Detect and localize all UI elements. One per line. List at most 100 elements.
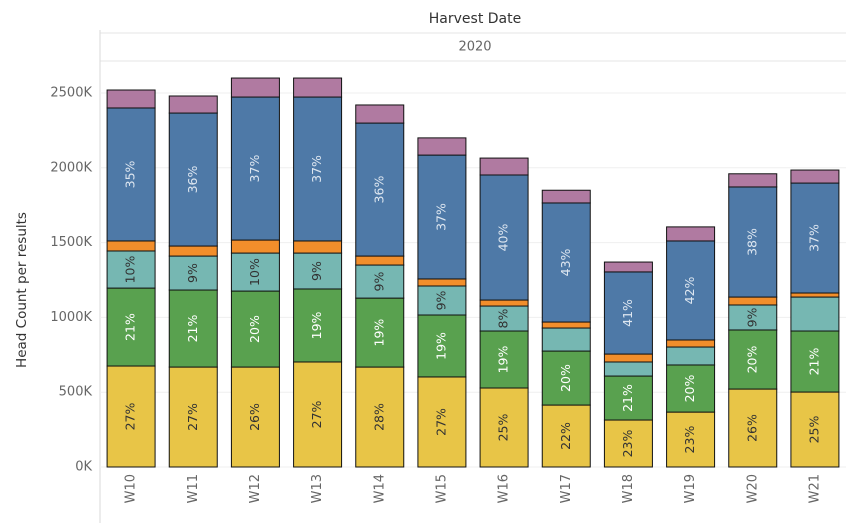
bar-segment (293, 361, 343, 468)
segment-label: 20% (247, 315, 262, 343)
bar-segment (355, 255, 405, 266)
segment-label: 23% (620, 430, 635, 458)
bar-segment (666, 226, 716, 242)
bar-segment (230, 96, 280, 241)
segment-label: 25% (496, 413, 511, 441)
segment-label: 37% (247, 155, 262, 183)
bar-segment (106, 107, 156, 242)
x-tick-label: W19 (683, 474, 698, 503)
bar-segment (293, 252, 343, 290)
segment-label: 43% (558, 248, 573, 276)
bar-segment (355, 122, 405, 257)
x-tick-label: W12 (248, 474, 263, 503)
y-tick-label: 0K (75, 460, 92, 475)
y-tick-label: 2500K (50, 86, 92, 101)
bar-segment (168, 289, 218, 368)
bar-segment (479, 387, 529, 468)
bar-segment (666, 240, 716, 341)
bar-segment (479, 157, 529, 176)
bar-segment (479, 305, 529, 332)
segment-label: 19% (433, 332, 448, 360)
segment-label: 37% (433, 203, 448, 231)
x-tick-label: W16 (497, 474, 512, 503)
segment-label: 38% (744, 228, 759, 256)
segment-label: 37% (309, 155, 324, 183)
y-tick-label: 1500K (50, 235, 92, 250)
segment-label: 10% (123, 256, 138, 284)
bar-segment (106, 240, 156, 252)
bar-segment (790, 169, 840, 184)
bar-segment (293, 96, 343, 242)
bar-segment (666, 411, 716, 468)
segment-label: 23% (682, 426, 697, 454)
y-tick-label: 1000K (50, 310, 92, 325)
segment-label: 42% (682, 276, 697, 304)
bar-segment (790, 391, 840, 468)
bar-segment (417, 314, 467, 378)
x-tick-label: W14 (372, 474, 387, 503)
segment-label: 20% (682, 375, 697, 403)
x-tick-label: W20 (745, 474, 760, 503)
segment-label: 27% (185, 403, 200, 431)
bar-segment (728, 304, 778, 331)
segment-label: 8% (496, 308, 511, 328)
bar-segment (541, 404, 591, 468)
bar-segment (479, 299, 529, 307)
bar-segment (603, 361, 653, 377)
bar-segment (106, 287, 156, 367)
bar-segment (417, 137, 467, 156)
segment-label: 21% (123, 313, 138, 341)
bar-segment (666, 346, 716, 366)
bar-segment (168, 95, 218, 114)
segment-label: 27% (433, 408, 448, 436)
segment-label: 20% (744, 346, 759, 374)
bar-segment (230, 239, 280, 254)
segment-label: 22% (558, 422, 573, 450)
bar-segment (790, 182, 840, 294)
bar-segment (603, 353, 653, 363)
bar-segment (790, 292, 840, 298)
bar-segment (790, 330, 840, 393)
bar-segment (168, 245, 218, 257)
bar-segment (168, 366, 218, 468)
bar-segment (728, 388, 778, 468)
segment-label: 20% (558, 364, 573, 392)
segment-label: 19% (309, 311, 324, 339)
bar-segment (355, 104, 405, 124)
segment-label: 21% (620, 384, 635, 412)
x-tick-label: W10 (124, 474, 139, 503)
x-tick-label: W17 (559, 474, 574, 503)
chart-subtitle: 2020 (458, 40, 491, 55)
chart-title: Harvest Date (429, 11, 521, 27)
bar-segment (355, 366, 405, 468)
bar-segment (728, 186, 778, 298)
segment-label: 27% (309, 400, 324, 428)
segment-label: 27% (123, 403, 138, 431)
bar-segment (293, 240, 343, 254)
segment-label: 36% (185, 166, 200, 194)
segment-label: 10% (247, 258, 262, 286)
bar-segment (355, 297, 405, 368)
bar-segment (541, 321, 591, 329)
bar-segment (230, 77, 280, 98)
segment-label: 9% (744, 307, 759, 327)
bar-segment (728, 173, 778, 188)
segment-label: 41% (620, 299, 635, 327)
segment-label: 9% (433, 290, 448, 310)
bar-segment (728, 296, 778, 306)
bar-segment (106, 89, 156, 109)
bar-segment (355, 264, 405, 299)
bar-segment (230, 366, 280, 468)
x-tick-label: W13 (310, 474, 325, 503)
bar-segment (106, 365, 156, 468)
x-tick-label: W11 (186, 474, 201, 503)
y-tick-label: 2000K (50, 160, 92, 175)
segment-label: 21% (185, 315, 200, 343)
bar-segment (541, 327, 591, 352)
bar-segment (293, 77, 343, 98)
bar-segment (603, 261, 653, 273)
x-tick-label: W15 (434, 474, 449, 503)
segment-label: 9% (309, 261, 324, 281)
segment-label: 26% (744, 414, 759, 442)
